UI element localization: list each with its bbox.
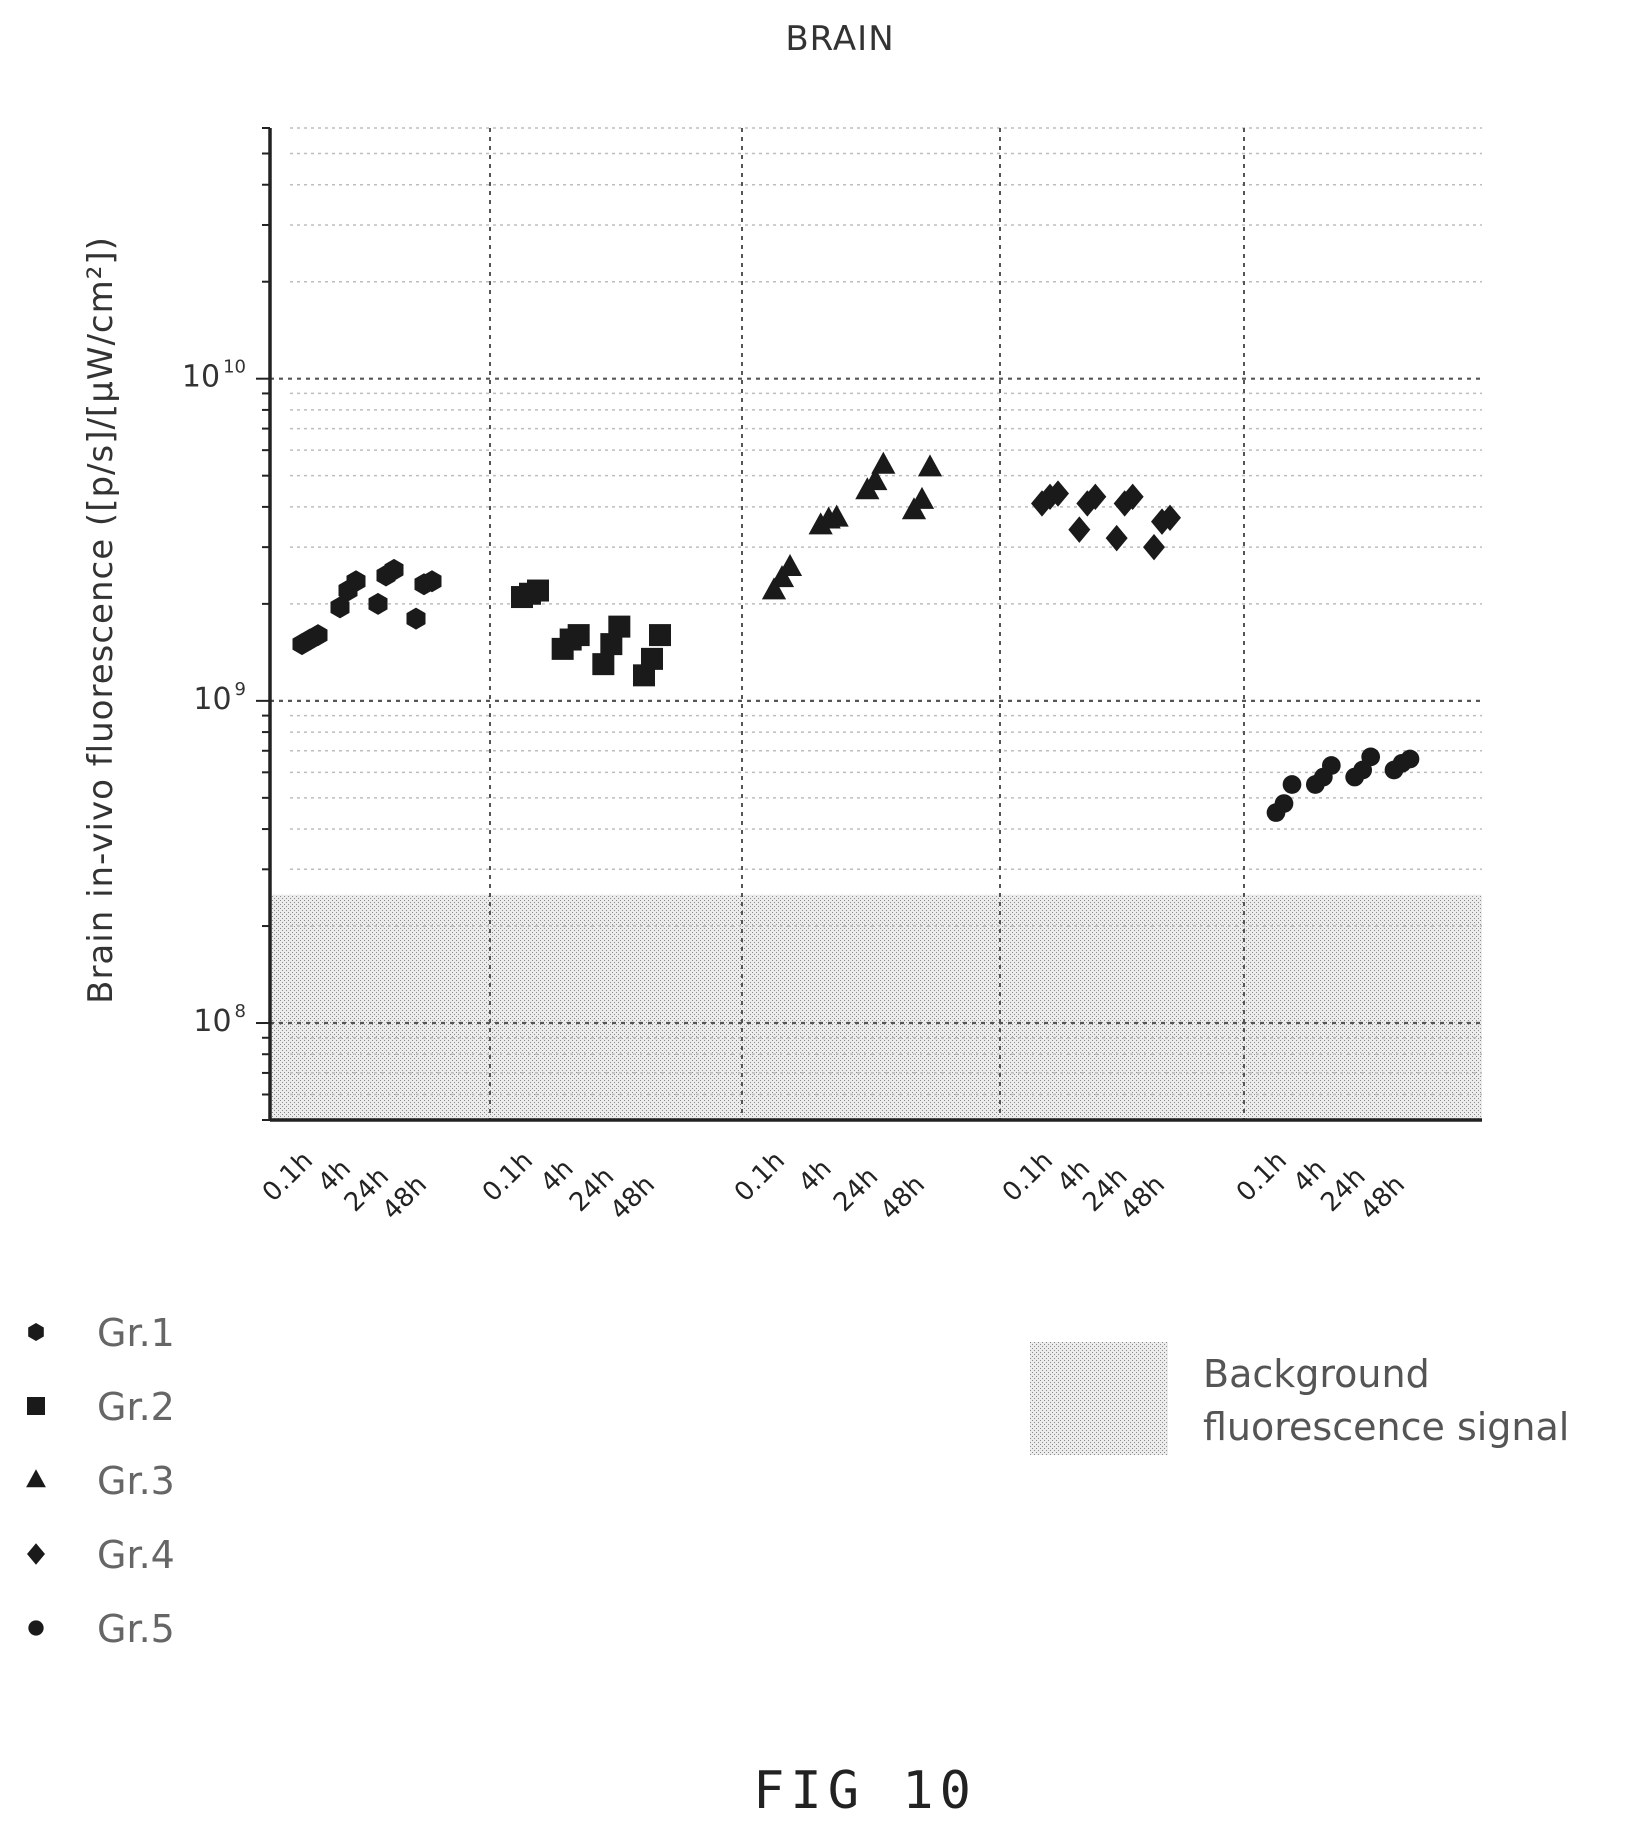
chart-title: BRAIN	[785, 19, 894, 59]
background-legend-swatch	[1030, 1342, 1168, 1455]
figure-label: FIG 10	[753, 1761, 977, 1821]
legend-marker	[27, 1397, 45, 1415]
legend-marker	[26, 1469, 46, 1488]
y-tick-label: 10 10	[182, 357, 246, 395]
data-point	[567, 624, 590, 647]
legend-entry: Gr.3	[97, 1459, 175, 1503]
x-tick-label: 0.1h	[729, 1146, 791, 1208]
data-point	[600, 633, 623, 656]
data-point	[863, 468, 888, 491]
legend-marker	[28, 1620, 44, 1636]
data-point	[1068, 516, 1091, 543]
x-tick-label: 0.1h	[257, 1146, 319, 1208]
data-point	[649, 624, 671, 647]
legend-entry: Gr.2	[97, 1385, 175, 1429]
x-tick-label: 24h	[828, 1162, 884, 1218]
x-tick-label: 0.1h	[477, 1146, 539, 1208]
legend-marker	[27, 1543, 45, 1565]
y-tick-label: 10 9	[193, 679, 246, 717]
data-point	[1400, 749, 1420, 769]
background-legend-text: fluorescence signal	[1203, 1405, 1569, 1449]
x-tick-label: 4h	[793, 1154, 838, 1199]
data-point	[592, 653, 615, 676]
background-signal-band	[270, 894, 1482, 1120]
data-point	[917, 454, 943, 477]
data-point	[1047, 480, 1069, 507]
data-point	[1159, 504, 1181, 532]
data-point	[384, 558, 404, 581]
data-point	[1121, 483, 1144, 510]
data-point	[422, 570, 442, 593]
data-point	[368, 592, 388, 615]
data-point	[330, 596, 350, 619]
data-point	[824, 504, 849, 527]
legend-marker	[28, 1323, 44, 1341]
x-tick-label: 0.1h	[1231, 1146, 1293, 1208]
legend: Gr.1 Gr.2 Gr.3 Gr.4 Gr.5 Background fluorescen…	[26, 1311, 1569, 1651]
data-point	[527, 579, 549, 602]
data-point	[308, 624, 328, 647]
data-point	[909, 486, 935, 509]
data-point	[1321, 756, 1341, 775]
data-point	[1282, 775, 1302, 794]
data-point	[406, 607, 426, 630]
x-tick-label: 48h	[875, 1170, 931, 1226]
y-axis-label: Brain in-vivo fluorescence ([p/s]/[µW/cm…	[81, 236, 121, 1004]
data-point	[1105, 524, 1128, 552]
legend-entry: Gr.4	[97, 1533, 175, 1577]
data-point	[777, 553, 803, 576]
data-point	[608, 615, 631, 638]
data-point	[1143, 533, 1165, 561]
data-point	[1274, 794, 1294, 813]
data-point	[641, 647, 663, 670]
legend-entry: Gr.5	[97, 1607, 175, 1651]
data-point	[761, 577, 787, 600]
legend-entry: Gr.1	[97, 1311, 175, 1355]
data-point	[871, 451, 896, 474]
background-legend-text: Background	[1203, 1352, 1430, 1396]
data-point	[346, 570, 366, 593]
y-tick-label: 10 8	[193, 1001, 246, 1039]
data-point	[769, 565, 795, 588]
x-tick-label: 0.1h	[997, 1146, 1059, 1208]
data-point	[1361, 747, 1381, 767]
data-point	[1084, 483, 1107, 510]
